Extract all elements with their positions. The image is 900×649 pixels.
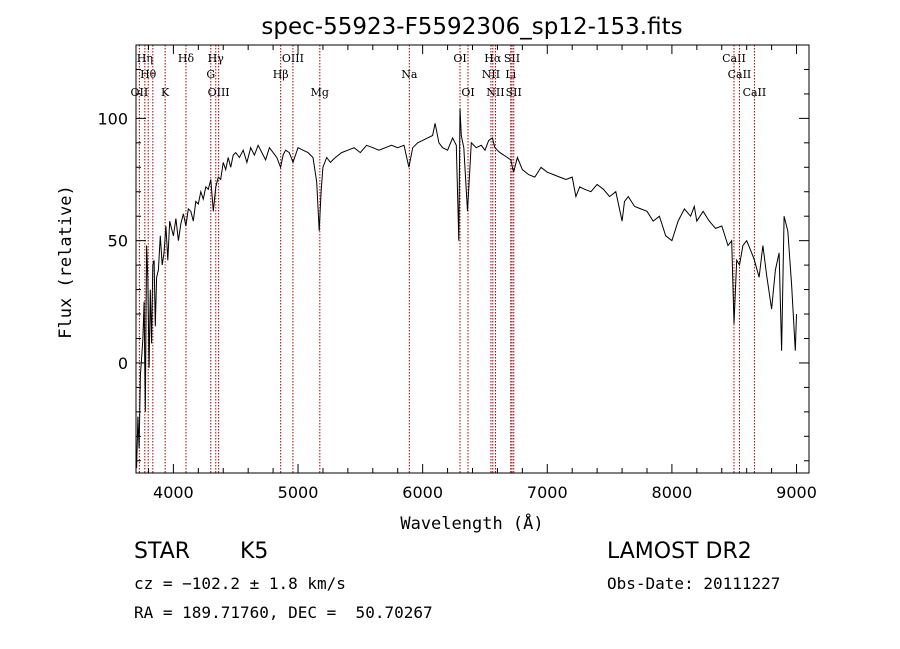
line-marker-label: OII	[131, 86, 149, 99]
line-marker-label: SII	[506, 86, 522, 99]
x-tick-label: 9000	[776, 483, 817, 502]
chart-title: spec-55923-F5592306_sp12-153.fits	[261, 14, 682, 40]
line-marker-label: SII	[504, 52, 520, 65]
line-marker-label: NII	[482, 68, 500, 81]
line-marker-label: Hθ	[140, 68, 157, 81]
line-marker-label: CaII	[743, 86, 767, 99]
line-marker-label: NII	[486, 86, 504, 99]
line-marker-label: OI	[461, 86, 474, 99]
line-marker-label: Hγ	[208, 52, 225, 65]
axis-ticks: 4000 5000 6000 7000 8000 9000 0 50 100	[97, 45, 817, 502]
line-marker-label: CaII	[722, 52, 746, 65]
x-tick-label: 5000	[278, 483, 319, 502]
y-axis-label: Flux (relative)	[56, 185, 76, 339]
y-tick-label: 100	[97, 109, 128, 128]
x-tick-label: 4000	[153, 483, 194, 502]
series-layer	[136, 108, 797, 469]
line-marker-label: G	[206, 68, 215, 81]
coordinates: RA = 189.71760, DEC = 50.70267	[134, 603, 433, 622]
line-marker-label: OI	[453, 52, 466, 65]
obs-date: Obs-Date: 20111227	[607, 574, 781, 593]
spectrum-line	[136, 108, 797, 469]
line-marker-label: K	[161, 86, 170, 99]
line-marker-label: Hα	[484, 52, 502, 65]
y-tick-label: 50	[108, 232, 128, 251]
x-tick-label: 6000	[402, 483, 443, 502]
line-marker-label: Hβ	[273, 68, 289, 81]
subclass: K5	[240, 539, 269, 564]
x-axis-label: Wavelength (Å)	[400, 512, 543, 534]
redshift-readout: cz = −102.2 ± 1.8 km/s	[134, 574, 346, 593]
line-marker-label: OIII	[282, 52, 304, 65]
plot-frame	[135, 44, 810, 474]
x-tick-label: 8000	[652, 483, 693, 502]
survey-name: LAMOST DR2	[607, 539, 752, 564]
line-marker-label: Hδ	[178, 52, 195, 65]
line-marker-label: OIII	[208, 86, 230, 99]
line-marker-label: CaII	[728, 68, 752, 81]
y-tick-label: 0	[118, 354, 128, 373]
object-class: STAR	[134, 539, 191, 564]
x-tick-label: 7000	[527, 483, 568, 502]
line-marker-label: Hη	[137, 52, 153, 65]
line-marker-label: Na	[401, 68, 418, 81]
line-marker-label: Mg	[311, 86, 329, 99]
spectral-line-markers: OIIHηHθKHδGHγOIIIHβOIIIMgNaOIOINIIHαNIIL…	[131, 45, 767, 473]
line-marker-label: Li	[505, 68, 516, 81]
